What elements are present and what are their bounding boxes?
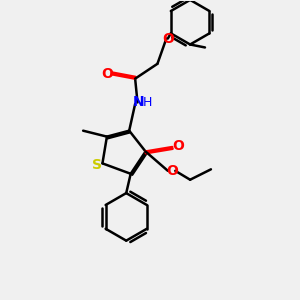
Text: O: O (172, 139, 184, 152)
Text: O: O (101, 67, 113, 81)
Text: H: H (143, 96, 152, 109)
Text: N: N (132, 95, 144, 110)
Text: S: S (92, 158, 102, 172)
Text: O: O (167, 164, 178, 178)
Text: O: O (162, 32, 174, 46)
